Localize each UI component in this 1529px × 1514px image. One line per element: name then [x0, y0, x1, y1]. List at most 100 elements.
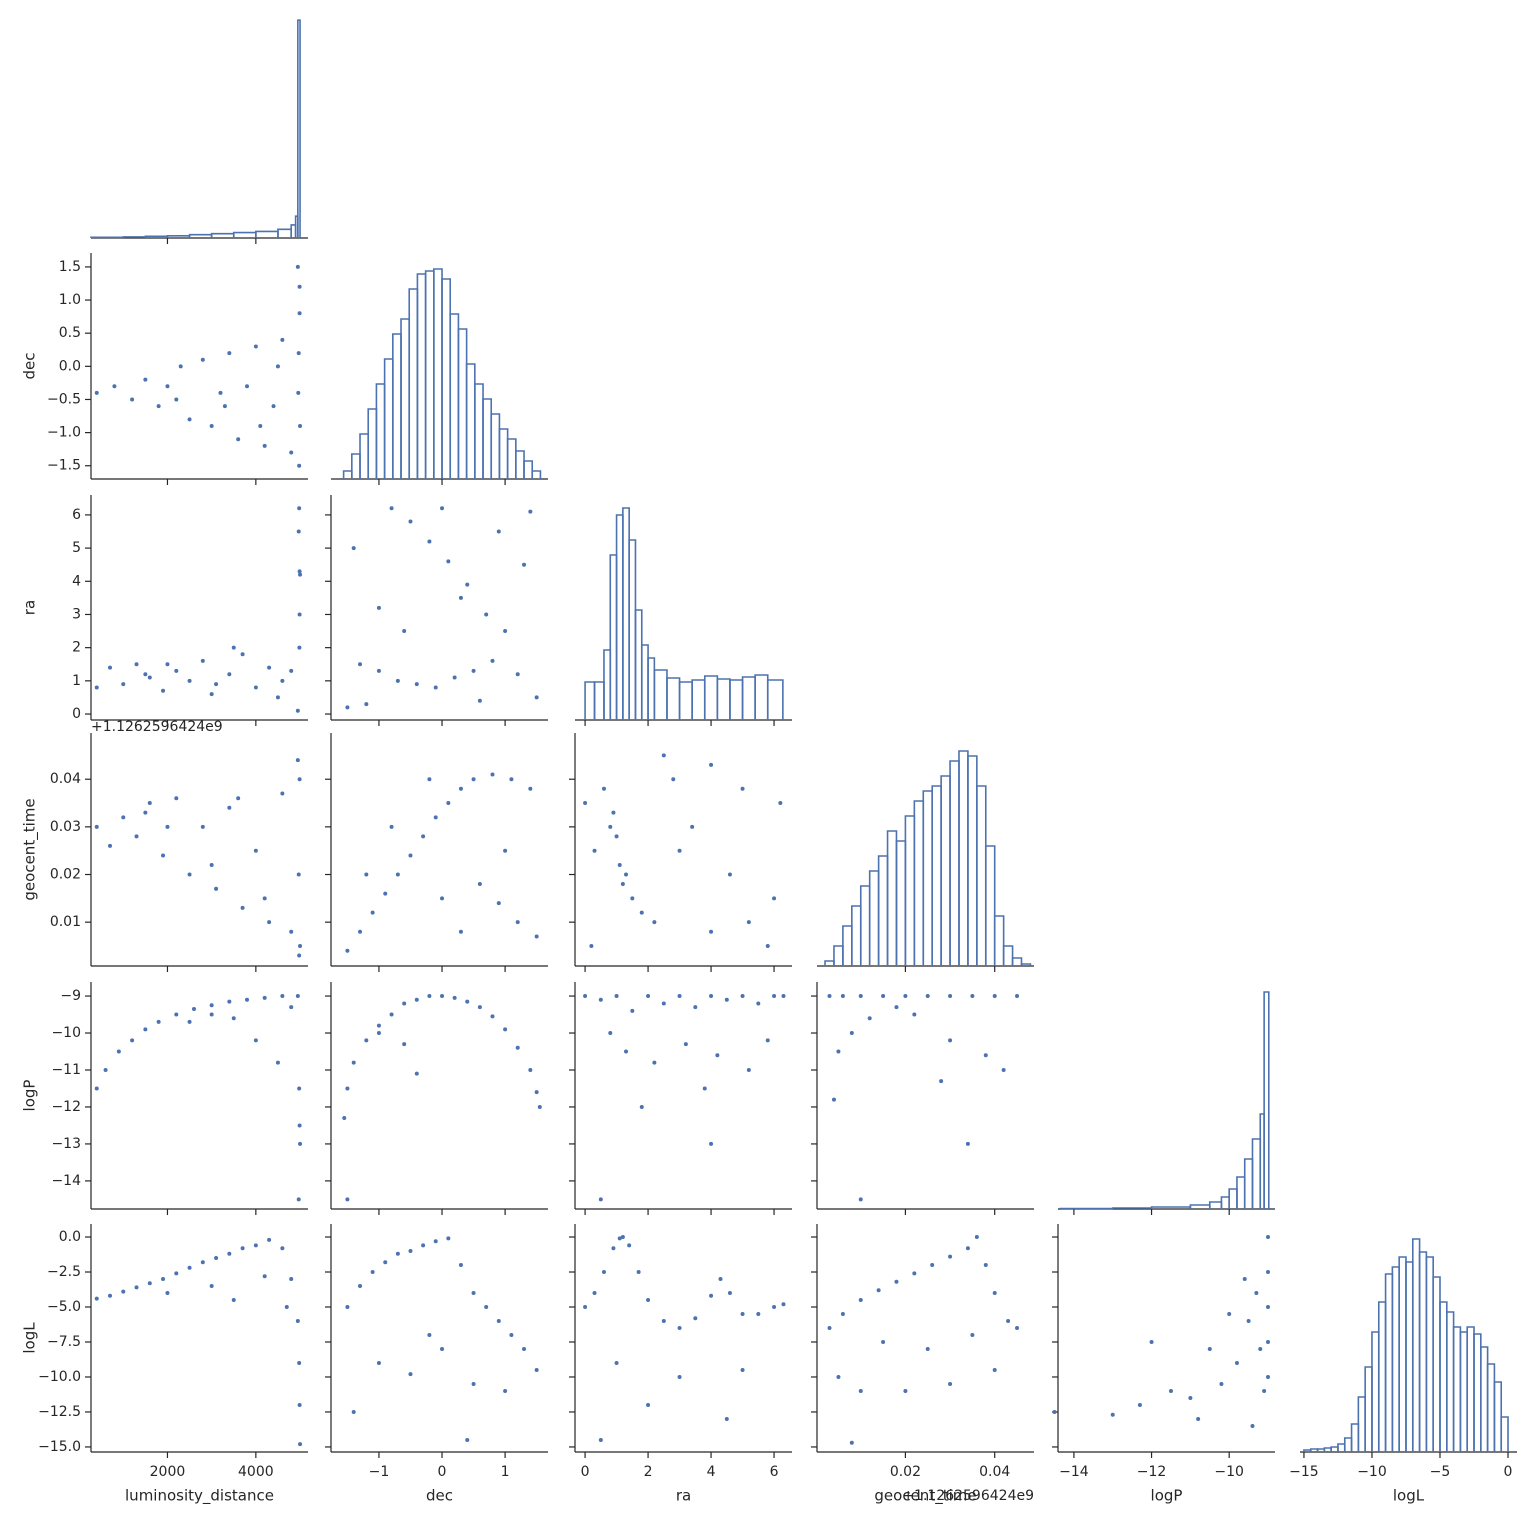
scatter-point: [471, 1381, 476, 1386]
scatter-point: [1234, 1360, 1239, 1365]
scatter-point: [452, 995, 457, 1000]
scatter-point: [187, 872, 192, 877]
histogram-bin: [851, 905, 862, 966]
scatter-point: [465, 1437, 470, 1442]
scatter-point: [677, 1325, 682, 1330]
scatter-point: [297, 645, 302, 650]
scatter-point: [433, 685, 438, 690]
scatter-point: [262, 896, 267, 901]
scatter-point: [627, 1243, 632, 1248]
scatter-point: [740, 994, 745, 999]
scatter-point: [1262, 1388, 1267, 1393]
scatter-point: [298, 1442, 303, 1447]
y-tick-label: −1.0: [47, 425, 81, 441]
scatter-point: [1006, 1318, 1011, 1323]
scatter-point: [174, 1012, 179, 1017]
y-tick-label: 0.0: [59, 1229, 81, 1245]
y-tick-label: −13: [51, 1136, 81, 1152]
scatter-point: [253, 1038, 258, 1043]
scatter-point: [724, 1416, 729, 1421]
scatter-point: [458, 786, 463, 791]
scatter-point: [147, 1281, 152, 1286]
histogram-bin: [877, 855, 889, 966]
scatter-point: [345, 1086, 350, 1091]
scatter-point: [458, 595, 463, 600]
y-axis-label: logP: [21, 1080, 39, 1112]
y-tick-label: 0.0: [59, 358, 81, 374]
histogram-bin: [754, 674, 769, 720]
x-tick-label: −15: [1289, 1464, 1319, 1480]
scatter-point: [134, 1285, 139, 1290]
y-tick-label: −12.5: [38, 1404, 81, 1420]
scatter-point: [528, 1067, 533, 1072]
y-tick-label: −7.5: [47, 1334, 81, 1350]
scatter-point: [280, 1246, 285, 1251]
scatter-point: [289, 929, 294, 934]
histogram-bin: [359, 433, 370, 479]
scatter-point: [715, 1053, 720, 1058]
histogram-bin: [1418, 1251, 1428, 1452]
scatter-point: [614, 994, 619, 999]
scatter-point: [772, 994, 777, 999]
scatter-point: [296, 529, 301, 534]
scatter-point: [161, 1277, 166, 1282]
scatter-point: [227, 351, 232, 356]
histogram-bin: [940, 775, 951, 966]
scatter-point: [94, 685, 99, 690]
scatter-point: [94, 390, 99, 395]
scatter-point: [351, 1060, 356, 1065]
scatter-point: [209, 692, 214, 697]
scatter-point: [389, 1012, 394, 1017]
scatter-point: [143, 1027, 148, 1032]
y-tick-label: −9: [60, 988, 81, 1004]
histogram-bin: [913, 800, 925, 966]
scatter-point: [652, 1060, 657, 1065]
scatter-point: [298, 1141, 303, 1146]
scatter-point: [477, 882, 482, 887]
scatter-point: [970, 1332, 975, 1337]
scatter-point: [515, 672, 520, 677]
scatter-point: [174, 796, 179, 801]
scatter-point: [601, 786, 606, 791]
scatter-point: [297, 1360, 302, 1365]
histogram-bin: [824, 960, 835, 966]
histogram-bin: [640, 644, 649, 720]
scatter-point: [746, 920, 751, 925]
histogram-bin: [515, 450, 525, 479]
scatter-point: [509, 1332, 514, 1337]
scatter-point: [200, 1260, 205, 1265]
histogram-bin: [1251, 1138, 1262, 1209]
scatter-point: [295, 1318, 300, 1323]
histogram-bin: [383, 358, 394, 479]
scatter-point: [289, 450, 294, 455]
y-tick-label: 5: [72, 540, 81, 556]
scatter-point: [191, 1006, 196, 1011]
histogram-bin: [1466, 1326, 1475, 1452]
x-tick-label: −12: [1137, 1464, 1167, 1480]
x-tick-label: 6: [770, 1464, 779, 1480]
histogram-bin: [716, 678, 731, 720]
scatter-point: [522, 562, 527, 567]
scatter-point: [611, 1246, 616, 1251]
scatter-point: [583, 994, 588, 999]
scatter-point: [147, 675, 152, 680]
scatter-point: [939, 1079, 944, 1084]
scatter-point: [376, 1031, 381, 1036]
histogram-bin: [90, 236, 125, 239]
histogram-bin: [628, 539, 637, 720]
histogram-bin: [1486, 1363, 1496, 1452]
scatter-point: [1250, 1423, 1255, 1428]
scatter-point: [496, 529, 501, 534]
scatter-point: [503, 1388, 508, 1393]
scatter-point: [534, 1090, 539, 1095]
histogram-bin: [895, 840, 907, 966]
histogram-bin: [297, 19, 301, 238]
x-axis-label: logL: [1393, 1487, 1425, 1505]
scatter-point: [143, 672, 148, 677]
scatter-point: [296, 872, 301, 877]
scatter-point: [351, 546, 356, 551]
scatter-point: [683, 1042, 688, 1047]
scatter-point: [383, 891, 388, 896]
scatter-point: [222, 404, 227, 409]
